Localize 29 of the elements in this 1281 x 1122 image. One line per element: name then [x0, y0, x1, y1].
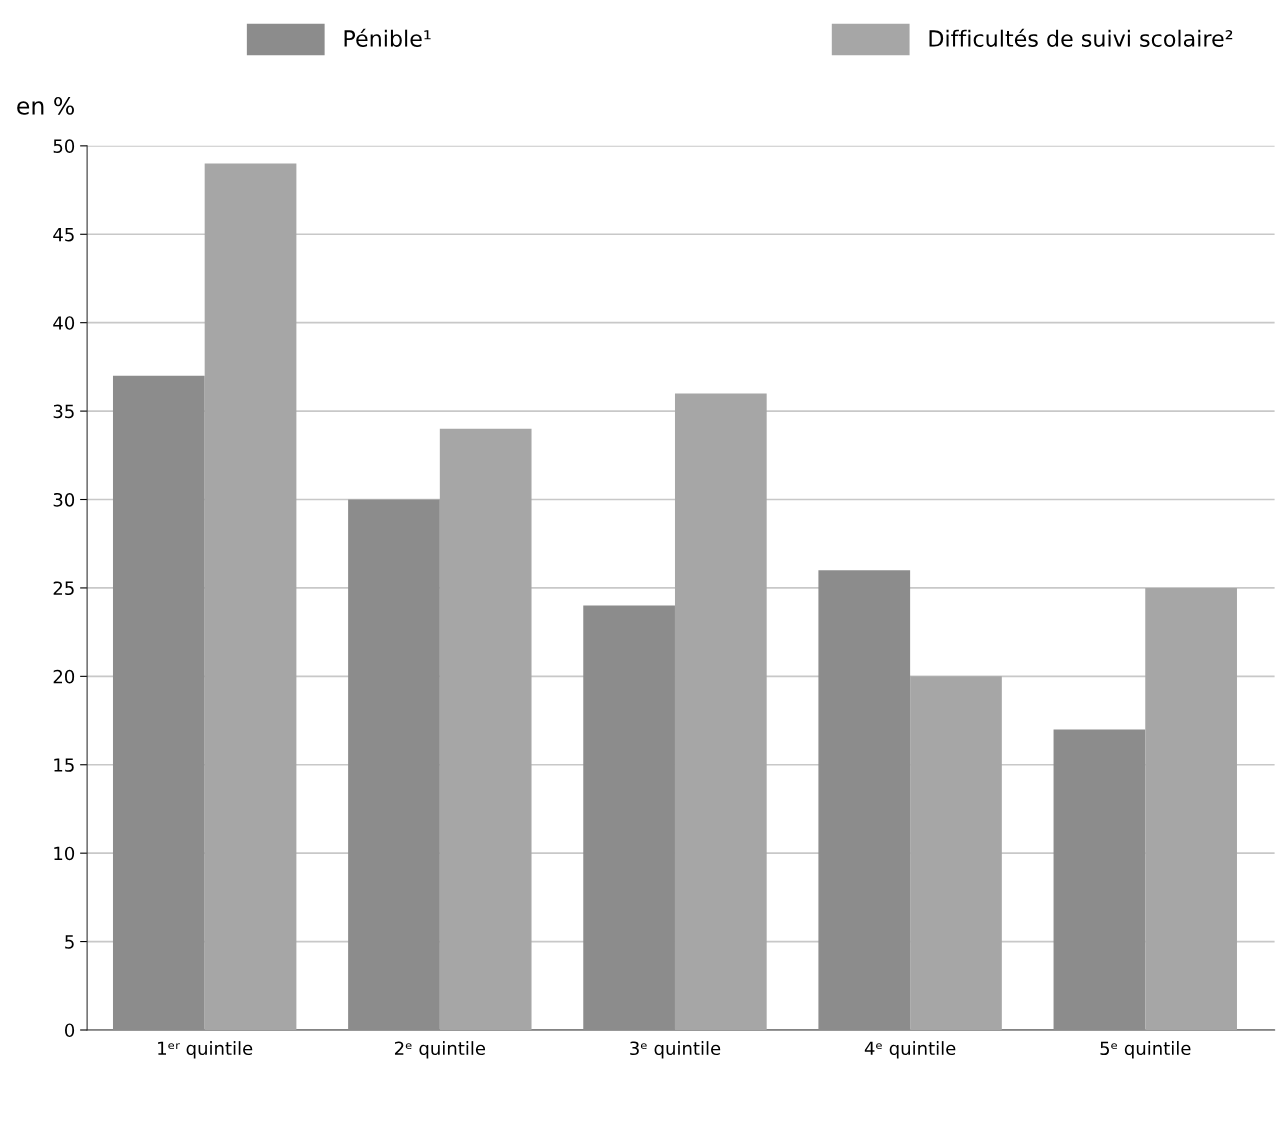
x-tick-label: 5ᵉ quintile: [1100, 1041, 1191, 1059]
x-tick-label: 4ᵉ quintile: [864, 1041, 956, 1059]
bar: [1053, 729, 1146, 1030]
y-tick-label: 35: [53, 404, 74, 419]
y-tick-label: 25: [53, 581, 74, 596]
y-tick-label: 20: [53, 669, 75, 684]
bar: [112, 375, 205, 1030]
x-tick-label: 3ᵉ quintile: [630, 1041, 721, 1059]
bar: [1145, 587, 1237, 1030]
legend-label: Difficultés de suivi scolaire²: [929, 28, 1233, 47]
legend-label: Pénible¹: [344, 28, 431, 47]
bar: [910, 676, 1002, 1030]
y-tick-label: 15: [54, 758, 74, 772]
y-tick-label: 10: [54, 846, 75, 861]
x-tick-label: 1ᵉʳ quintile: [158, 1041, 253, 1059]
y-tick-label: 45: [53, 227, 74, 242]
y-tick-label: 40: [53, 316, 75, 330]
y-axis-title: en %: [17, 96, 74, 115]
y-tick-label: 50: [53, 139, 75, 153]
bar: [348, 499, 440, 1030]
bar: [674, 393, 767, 1030]
bar: [439, 428, 532, 1030]
bar: [818, 570, 911, 1030]
y-tick-label: 30: [53, 492, 75, 507]
bar: [204, 163, 297, 1030]
y-tick-label: 0: [65, 1023, 75, 1038]
bar: [583, 605, 675, 1030]
x-tick-label: 2ᵉ quintile: [394, 1041, 486, 1059]
y-tick-label: 5: [65, 935, 74, 949]
